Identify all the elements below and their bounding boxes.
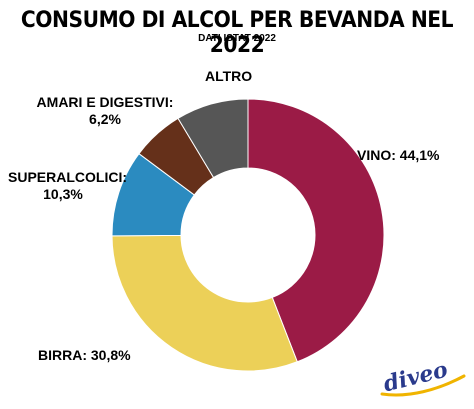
slice-label-altro: ALTRO [205, 68, 253, 84]
slice-label-vino: VINO: 44,1% [357, 147, 440, 163]
logo-swoosh-icon [380, 374, 466, 397]
slice-label-amari: AMARI E DIGESTIVI: 6,2% [25, 94, 185, 128]
slice-label-amari-name: AMARI E DIGESTIVI: [36, 94, 174, 110]
slice-label-superalcolici-name: SUPERALCOLICI: [8, 169, 127, 185]
slice-altro [177, 98, 249, 179]
slice-label-amari-value: 6,2% [89, 111, 121, 127]
slice-birra [111, 234, 298, 372]
slice-label-superalcolici: SUPERALCOLICI: 10,3% [8, 169, 127, 203]
slice-vino [247, 98, 385, 363]
chart-title: CONSUMO DI ALCOL PER BEVANDA NEL 2022 [20, 8, 454, 58]
slice-label-birra: BIRRA: 30,8% [38, 347, 131, 363]
chart-subtitle: DATI ISTAT 2022 [198, 33, 276, 44]
slice-label-superalcolici-value: 10,3% [43, 186, 83, 202]
